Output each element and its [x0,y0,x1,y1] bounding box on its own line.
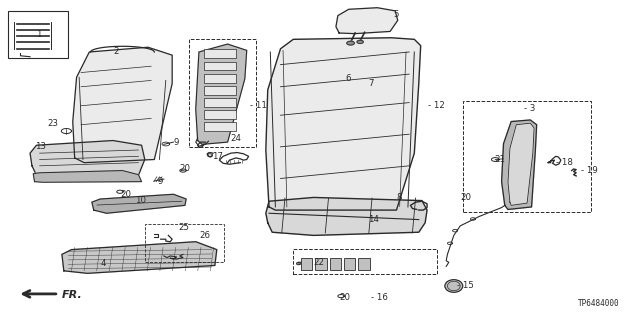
Text: 21: 21 [494,155,505,164]
Ellipse shape [347,41,355,45]
Bar [204,86,236,95]
Polygon shape [336,8,397,33]
Polygon shape [33,171,141,182]
Bar [204,98,236,107]
Text: 20: 20 [339,293,350,301]
Bar [189,39,256,147]
Text: 24: 24 [231,134,242,144]
Text: 14: 14 [368,215,379,224]
Bar [8,11,68,58]
Text: 4: 4 [100,259,106,268]
Text: - 18: - 18 [556,158,573,167]
Ellipse shape [445,280,463,292]
Bar [358,257,370,270]
Polygon shape [30,141,145,182]
Bar [344,257,355,270]
Polygon shape [266,38,420,210]
Text: 6: 6 [346,74,351,83]
Text: 20: 20 [180,165,191,174]
Text: 9: 9 [157,177,163,186]
Bar [330,257,341,270]
Bar [204,74,236,83]
Text: 17: 17 [212,152,223,161]
Text: 7: 7 [369,79,374,88]
Text: 10: 10 [135,196,146,205]
Text: 23: 23 [47,119,58,128]
Text: 20: 20 [120,190,131,199]
Polygon shape [502,120,537,210]
Text: - 15: - 15 [457,281,474,291]
Polygon shape [196,44,246,144]
Polygon shape [73,47,172,163]
Polygon shape [266,197,427,235]
Text: - 11: - 11 [250,101,267,110]
Text: 1: 1 [36,30,42,39]
Polygon shape [508,123,534,205]
Bar [204,62,236,70]
Text: FR.: FR. [62,290,83,300]
Bar [301,257,312,270]
Text: 5: 5 [394,10,399,19]
Text: - 3: - 3 [524,104,535,113]
Text: 13: 13 [35,142,45,151]
Text: 9: 9 [173,137,179,147]
Text: - 19: - 19 [581,166,598,175]
Text: 22: 22 [314,258,324,267]
Bar [204,49,236,58]
Bar [463,101,591,212]
Bar [145,224,225,262]
Ellipse shape [296,262,300,265]
Text: 25: 25 [179,223,189,232]
Text: 8: 8 [396,193,402,202]
Ellipse shape [357,40,364,43]
Text: - 12: - 12 [428,101,445,110]
Bar [204,122,236,131]
Bar [293,249,436,274]
Text: 2: 2 [113,48,118,56]
Bar [204,110,236,119]
Bar [316,257,326,270]
Text: 26: 26 [199,231,210,240]
Polygon shape [92,194,186,213]
Text: 20: 20 [460,193,471,202]
Text: - 16: - 16 [371,293,388,301]
Polygon shape [62,242,217,273]
Text: TP6484000: TP6484000 [578,299,620,308]
